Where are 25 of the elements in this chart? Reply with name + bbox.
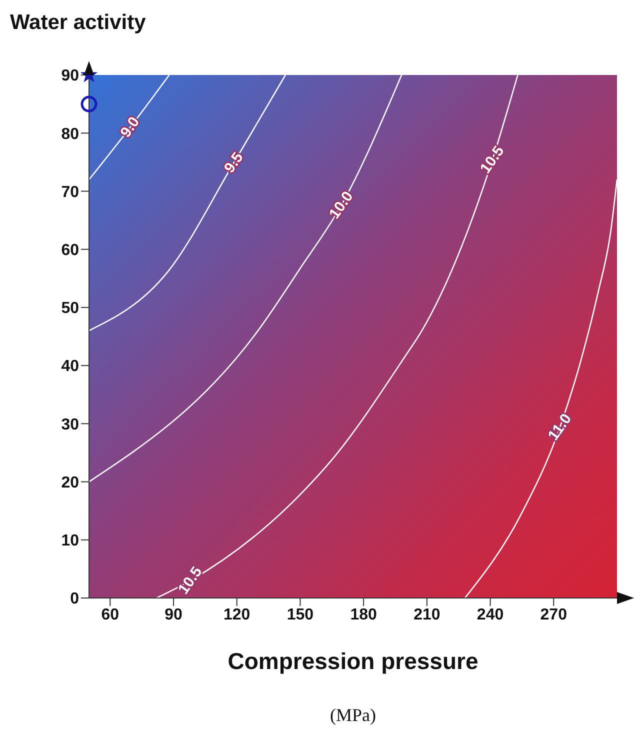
x-tick-label: 150 [286, 606, 314, 624]
y-tick-label: 30 [61, 416, 80, 434]
x-tick-label: 210 [414, 606, 440, 624]
y-tick-label: 50 [61, 300, 80, 318]
x-tick-label: 240 [476, 606, 504, 624]
y-tick-label: 80 [61, 126, 80, 143]
x-tick-label: 90 [164, 606, 182, 624]
x-axis-title: Compression pressure [226, 648, 480, 675]
line-series [88, 74, 402, 482]
y-tick-label: 20 [61, 474, 80, 492]
x-tick-label: 180 [350, 606, 378, 624]
x-tick-label: 270 [540, 606, 568, 624]
y-tick-label: 10 [61, 532, 80, 550]
line-series [464, 178, 618, 599]
y-tick-label: 60 [61, 242, 80, 260]
x-tick-label: 120 [223, 606, 250, 624]
y-tick-label: 70 [61, 184, 80, 201]
y-tick-label: 0 [70, 590, 80, 608]
x-tick-label: 60 [101, 606, 120, 624]
y-tick-label: 90 [61, 68, 80, 85]
line-series [156, 74, 518, 599]
text: (MPa) [329, 705, 377, 726]
y-tick-label: 40 [61, 358, 80, 376]
y-axis-title: Water activity [9, 10, 147, 36]
line-series [88, 74, 286, 332]
